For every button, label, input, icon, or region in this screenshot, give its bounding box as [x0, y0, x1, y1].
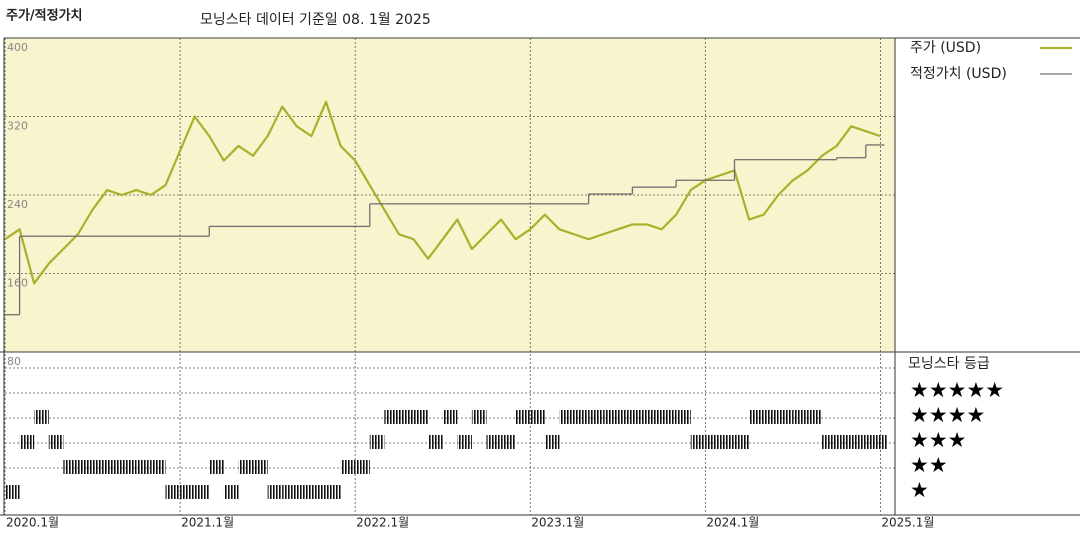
rating-bar	[267, 485, 283, 499]
rating-bar	[749, 410, 764, 424]
rating-bar	[486, 435, 502, 449]
x-tick-label: 2021.1월	[181, 516, 234, 530]
rating-bar	[180, 485, 195, 499]
rating-bar	[384, 410, 399, 424]
y-tick-label: 160	[7, 277, 28, 290]
y-tick-label: 320	[7, 120, 28, 133]
rating-bar	[296, 485, 312, 499]
chart-subtitle: 모닝스타 데이터 기준일 08. 1월 2025	[200, 12, 431, 28]
rating-bar	[428, 435, 443, 449]
rating-bar	[136, 460, 151, 474]
rating-bar	[734, 435, 750, 449]
y-tick-label: 80	[7, 355, 21, 368]
rating-title: 모닝스타 등급	[908, 356, 990, 372]
rating-bar	[5, 485, 20, 499]
rating-bar	[676, 410, 691, 424]
rating-bar	[442, 410, 458, 424]
rating-bar	[48, 435, 64, 449]
rating-bar	[209, 460, 224, 474]
rating-bar	[865, 435, 881, 449]
rating-bar	[836, 435, 852, 449]
x-tick-label: 2022.1월	[356, 516, 409, 530]
rating-bar	[92, 460, 108, 474]
rating-bar	[588, 410, 604, 424]
rating-bar	[778, 410, 793, 424]
rating-bar	[34, 410, 49, 424]
rating-legend: ★★	[910, 453, 948, 477]
chart-title: 주가/적정가치	[6, 8, 83, 24]
rating-bar	[559, 410, 575, 424]
y-tick-label: 240	[7, 198, 28, 211]
y-tick-label: 400	[7, 41, 28, 54]
rating-bar	[282, 485, 297, 499]
rating-bar	[705, 435, 720, 449]
rating-bar	[238, 460, 254, 474]
rating-legend: ★★★★	[910, 403, 985, 427]
rating-bar	[311, 485, 326, 499]
rating-bar	[471, 410, 487, 424]
legend-label: 적정가치 (USD)	[910, 66, 1007, 82]
rating-bar	[851, 435, 866, 449]
rating-bar	[603, 410, 618, 424]
rating-bar	[325, 485, 341, 499]
rating-bar	[223, 485, 239, 499]
rating-legend: ★★★	[910, 428, 966, 452]
rating-bar	[457, 435, 472, 449]
rating-bar	[398, 410, 414, 424]
x-tick-label: 2024.1월	[706, 516, 759, 530]
rating-bar	[19, 435, 35, 449]
rating-bar	[690, 435, 706, 449]
rating-bar	[880, 435, 887, 449]
rating-bar	[340, 460, 356, 474]
rating-bar	[369, 435, 385, 449]
rating-bar	[617, 410, 633, 424]
rating-bar	[150, 460, 166, 474]
x-tick-label: 2020.1월	[6, 516, 59, 530]
rating-bar	[822, 435, 837, 449]
rating-bar	[355, 460, 370, 474]
rating-bar	[646, 410, 662, 424]
rating-legend: ★	[910, 478, 929, 502]
rating-bar	[413, 410, 429, 424]
rating-bar	[661, 410, 677, 424]
rating-bar	[544, 435, 560, 449]
rating-bar	[165, 485, 181, 499]
rating-bar	[807, 410, 823, 424]
rating-bar	[719, 435, 735, 449]
x-tick-label: 2023.1월	[531, 516, 584, 530]
legend-label: 주가 (USD)	[910, 40, 981, 56]
rating-bar	[632, 410, 647, 424]
rating-bar	[515, 410, 531, 424]
rating-bar	[121, 460, 137, 474]
rating-bar	[107, 460, 122, 474]
rating-bar	[63, 460, 78, 474]
rating-bar	[77, 460, 93, 474]
rating-bar	[763, 410, 779, 424]
rating-bar	[253, 460, 268, 474]
rating-bar	[574, 410, 589, 424]
rating-bar	[530, 410, 545, 424]
rating-legend: ★★★★★	[910, 378, 1004, 402]
rating-bar	[501, 435, 516, 449]
rating-bar	[194, 485, 210, 499]
x-tick-label: 2025.1월	[881, 516, 934, 530]
rating-bar	[792, 410, 808, 424]
